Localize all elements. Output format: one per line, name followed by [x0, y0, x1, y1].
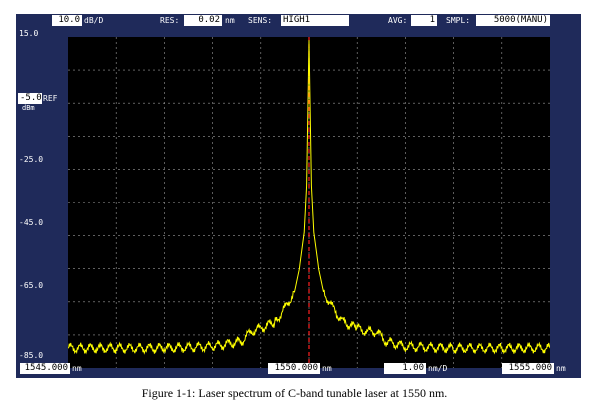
stop-unit: nm	[556, 364, 566, 373]
start-unit: nm	[72, 364, 82, 373]
sens-label: SENS:	[248, 16, 273, 25]
y-tick-minus65: -65.0	[19, 281, 44, 290]
spectrum-trace	[68, 40, 550, 355]
start-wavelength-box[interactable]: 1545.000	[20, 363, 70, 374]
spectrum-plot	[68, 37, 550, 368]
res-value-box[interactable]: 0.02	[184, 15, 222, 26]
res-label: RES:	[160, 16, 180, 25]
ref-label: REF	[43, 94, 58, 103]
y-tick-bottom: -85.0	[19, 351, 44, 360]
y-tick-minus45: -45.0	[19, 218, 44, 227]
center-wavelength-box[interactable]: 1550.000	[268, 363, 320, 374]
sens-value-box[interactable]: HIGH1	[281, 15, 349, 26]
stop-wavelength-box[interactable]: 1555.000	[502, 363, 554, 374]
span-unit: nm/D	[428, 364, 448, 373]
scale-value-box[interactable]: 10.0	[52, 15, 82, 26]
figure-caption: Figure 1-1: Laser spectrum of C-band tun…	[141, 386, 448, 400]
ref-value-box[interactable]: -5.0	[18, 93, 42, 104]
ref-unit: dBm	[22, 104, 35, 112]
smpl-value-box[interactable]: 5000(MANU)	[476, 15, 550, 26]
res-unit: nm	[225, 16, 235, 25]
span-box[interactable]: 1.00	[384, 363, 426, 374]
scale-unit: dB/D	[84, 16, 104, 25]
smpl-label: SMPL:	[446, 16, 471, 25]
y-tick-top: 15.0	[19, 29, 39, 38]
osa-screen: 10.0 dB/D (OSA) RES: 0.02 nm SENS: HIGH1…	[16, 8, 581, 378]
avg-value-box[interactable]: 1	[411, 15, 437, 26]
avg-label: AVG:	[388, 16, 408, 25]
res-small-label: (OSA)	[190, 8, 209, 15]
center-unit: nm	[322, 364, 332, 373]
y-tick-minus25: -25.0	[19, 155, 44, 164]
